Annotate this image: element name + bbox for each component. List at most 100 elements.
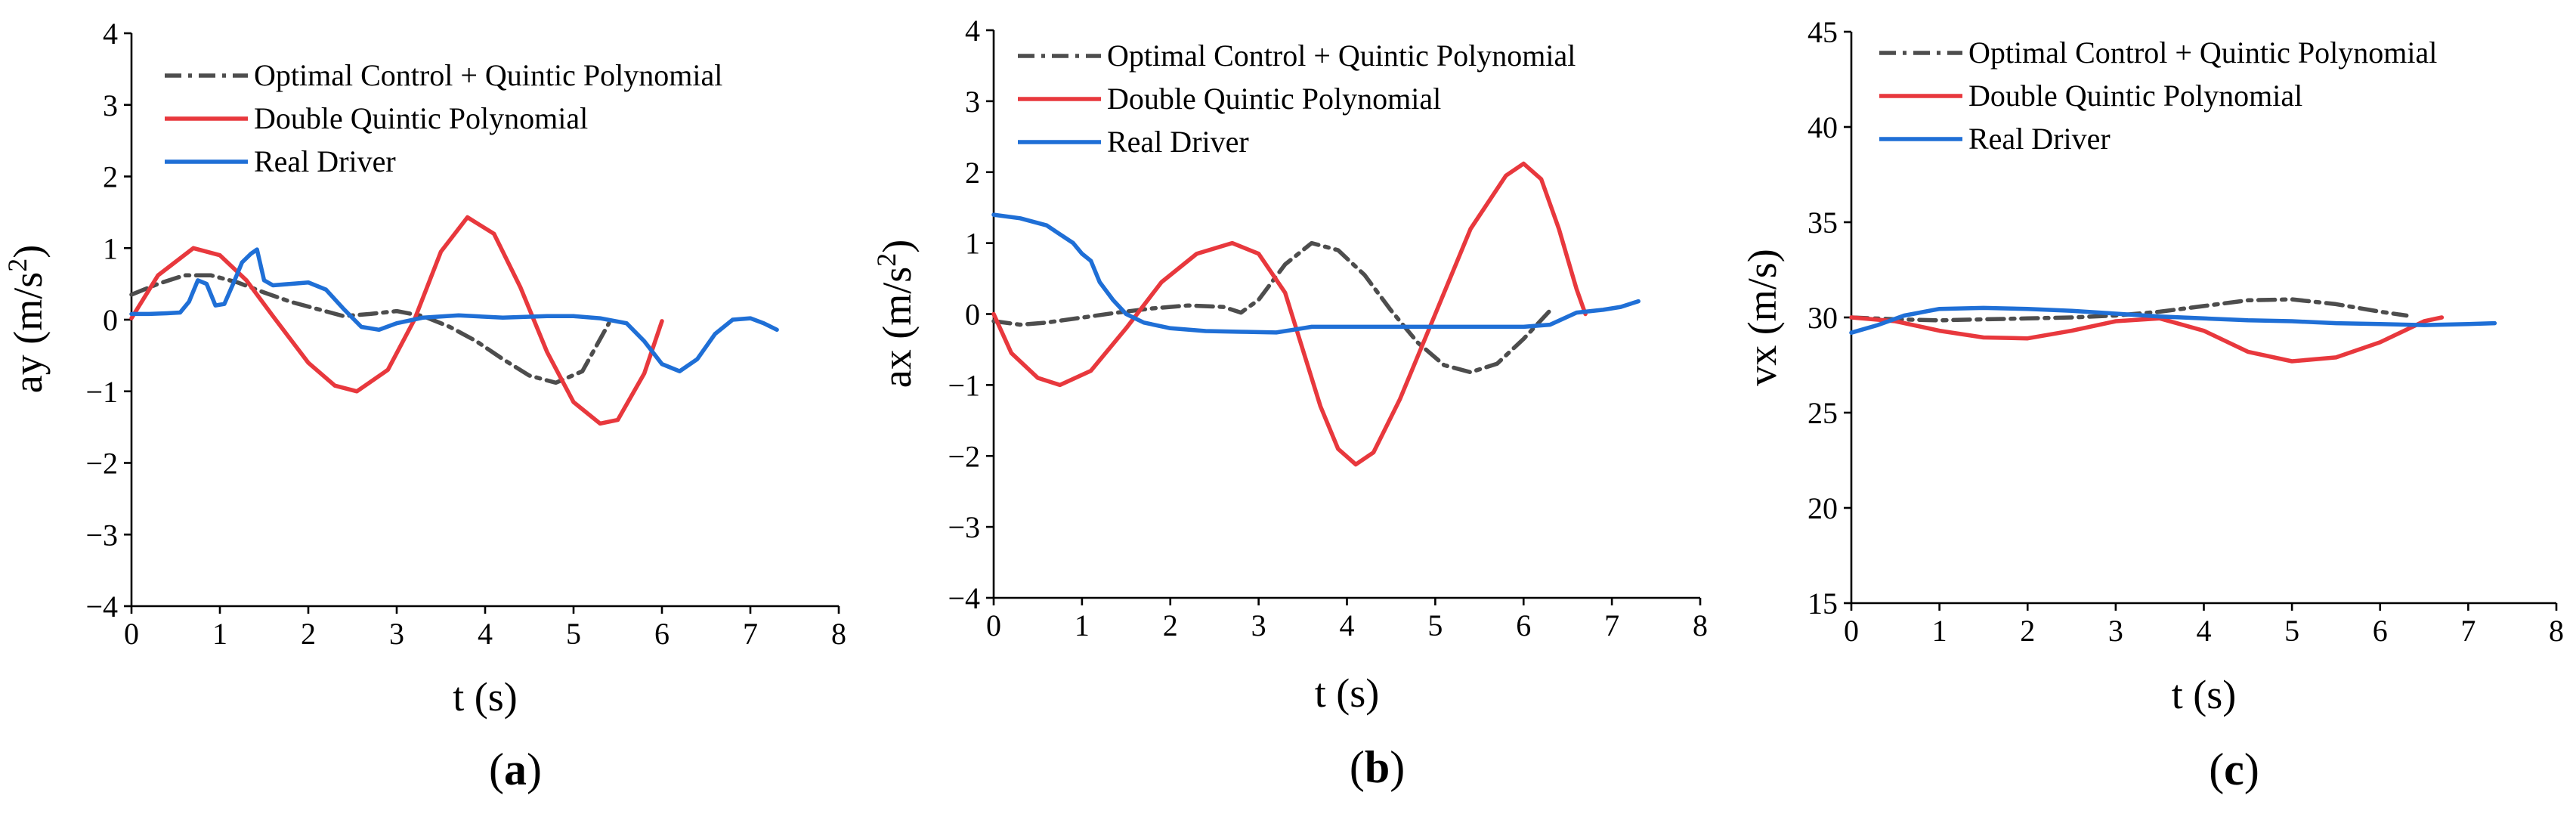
y-tick-label: 30 xyxy=(1808,301,1838,335)
legend-label: Double Quintic Polynomial xyxy=(1107,82,1441,116)
x-tick-label: 4 xyxy=(1340,608,1355,642)
x-tick-label: 7 xyxy=(743,617,758,651)
y-tick-label: 1 xyxy=(103,231,118,265)
x-axis-title: t (s) xyxy=(1315,670,1379,716)
y-tick-label: −2 xyxy=(948,439,980,473)
series-line-double-quintic xyxy=(991,161,1588,467)
legend-label: Optimal Control + Quintic Polynomial xyxy=(254,58,722,92)
legend-label: Optimal Control + Quintic Polynomial xyxy=(1107,39,1576,73)
x-tick-label: 8 xyxy=(831,617,846,651)
x-axis-title: t (s) xyxy=(2172,672,2236,717)
y-axis-title-base: ay (m/s xyxy=(5,272,51,393)
series-line-optimal-control xyxy=(129,273,611,385)
y-tick-label: −1 xyxy=(85,375,118,409)
y-tick-label: 2 xyxy=(965,156,980,190)
y-tick-label: −4 xyxy=(85,590,118,624)
x-tick-label: 8 xyxy=(1693,608,1708,642)
series-line-optimal-control xyxy=(991,240,1553,375)
y-tick-label: −3 xyxy=(948,510,980,544)
y-tick-label: 45 xyxy=(1808,15,1838,49)
y-tick-label: 20 xyxy=(1808,491,1838,525)
panel-label: (a) xyxy=(489,744,542,794)
y-tick-label: −3 xyxy=(85,518,118,552)
panel-label-letter: c xyxy=(2224,744,2244,794)
x-tick-label: 1 xyxy=(212,617,227,651)
x-tick-label: 1 xyxy=(1932,614,1947,648)
y-tick-label: 2 xyxy=(103,160,118,194)
y-tick-label: −4 xyxy=(948,581,980,615)
x-tick-label: 6 xyxy=(2373,614,2388,648)
series-line-double-quintic xyxy=(129,215,664,426)
x-tick-label: 0 xyxy=(124,617,139,651)
legend: Optimal Control + Quintic Polynomial Doub… xyxy=(165,58,722,178)
legend-label: Optimal Control + Quintic Polynomial xyxy=(1968,36,2437,70)
legend-label: Double Quintic Polynomial xyxy=(1968,79,2302,113)
x-tick-label: 7 xyxy=(2460,614,2475,648)
panel-label-open: ( xyxy=(1350,742,1365,792)
x-tick-label: 2 xyxy=(1163,608,1178,642)
legend-label: Double Quintic Polynomial xyxy=(254,101,588,135)
y-axis-title-base: vx (m/s) xyxy=(1739,249,1785,386)
y-tick-label: 35 xyxy=(1808,206,1838,240)
y-tick-label: 25 xyxy=(1808,396,1838,430)
legend-label: Real Driver xyxy=(1968,122,2111,156)
x-tick-label: 4 xyxy=(478,617,493,651)
x-tick-label: 6 xyxy=(1516,608,1531,642)
x-tick-label: 4 xyxy=(2197,614,2212,648)
y-axis-title-end: ) xyxy=(5,245,51,258)
y-tick-label: 0 xyxy=(965,298,980,332)
x-tick-label: 2 xyxy=(301,617,316,651)
y-axis-title: ay (m/s2) xyxy=(2,245,51,393)
x-tick-label: 6 xyxy=(654,617,670,651)
y-tick-label: 4 xyxy=(103,17,118,51)
y-tick-label: 1 xyxy=(965,227,980,261)
y-tick-label: −2 xyxy=(85,447,118,481)
x-tick-label: 5 xyxy=(1427,608,1443,642)
y-tick-label: 3 xyxy=(965,85,980,119)
panel-label-close: ) xyxy=(1390,742,1405,792)
legend-label: Real Driver xyxy=(1107,125,1249,159)
x-tick-label: 5 xyxy=(566,617,581,651)
y-axis-title-base: ax (m/s xyxy=(874,267,920,388)
y-tick-label: −1 xyxy=(948,368,980,402)
y-axis-title: ax (m/s2) xyxy=(871,240,920,388)
x-tick-label: 8 xyxy=(2549,614,2564,648)
series-line-real-driver xyxy=(129,247,779,373)
y-tick-label: 3 xyxy=(103,88,118,122)
x-axis-title: t (s) xyxy=(453,674,517,720)
legend-label: Real Driver xyxy=(254,144,396,178)
series-line-real-driver xyxy=(991,212,1641,335)
series-line-real-driver xyxy=(1849,305,2497,335)
panel-label-close: ) xyxy=(2244,744,2259,794)
legend: Optimal Control + Quintic Polynomial Doub… xyxy=(1018,39,1576,159)
y-tick-label: 0 xyxy=(103,303,118,337)
legend: Optimal Control + Quintic Polynomial Doub… xyxy=(1879,36,2437,156)
panel-label-open: ( xyxy=(489,744,504,794)
panel-label-letter: b xyxy=(1365,742,1390,792)
x-tick-label: 2 xyxy=(2020,614,2035,648)
x-tick-label: 3 xyxy=(1251,608,1266,642)
x-tick-label: 3 xyxy=(389,617,404,651)
panel-label-close: ) xyxy=(527,744,542,794)
y-tick-label: 40 xyxy=(1808,110,1838,144)
panel-label: (b) xyxy=(1350,742,1405,792)
y-axis-title-superscript: 2 xyxy=(871,253,901,267)
y-axis-title-superscript: 2 xyxy=(2,258,32,272)
panel-label-letter: a xyxy=(504,744,527,794)
x-tick-label: 0 xyxy=(986,608,1001,642)
panel-label: (c) xyxy=(2209,744,2259,794)
x-tick-label: 1 xyxy=(1075,608,1090,642)
panel-label-open: ( xyxy=(2209,744,2224,794)
x-tick-label: 7 xyxy=(1604,608,1619,642)
x-tick-label: 5 xyxy=(2284,614,2299,648)
y-axis-title: vx (m/s) xyxy=(1739,249,1785,386)
y-axis-title-end: ) xyxy=(874,240,920,253)
y-tick-label: 15 xyxy=(1808,587,1838,621)
y-tick-label: 4 xyxy=(965,14,980,48)
x-tick-label: 0 xyxy=(1844,614,1859,648)
